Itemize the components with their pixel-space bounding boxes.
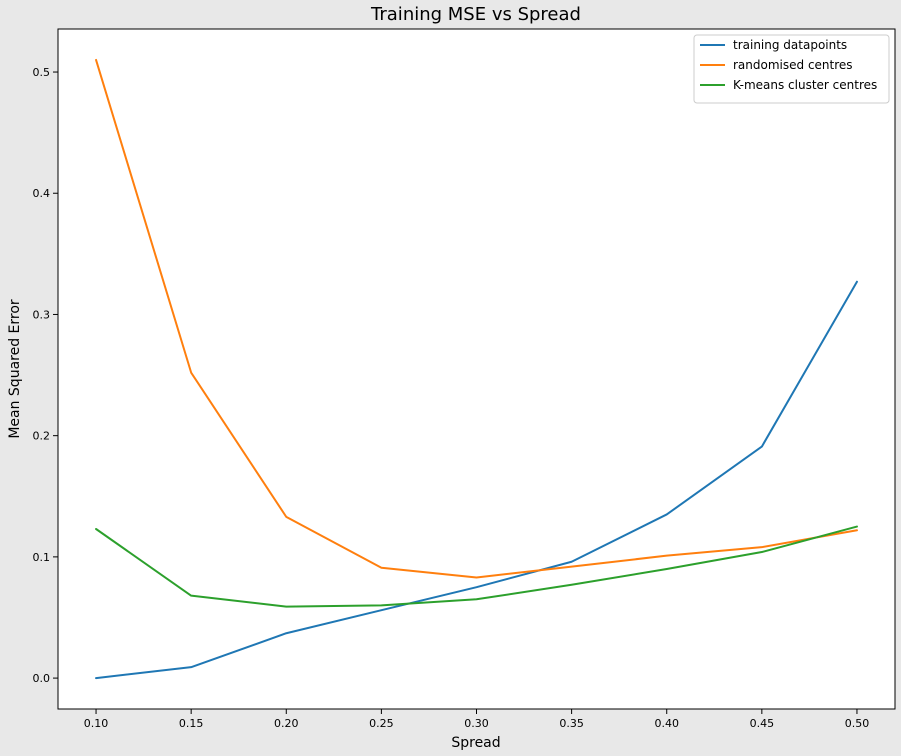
series-line-0 bbox=[95, 280, 858, 680]
series-lines bbox=[95, 58, 858, 680]
plot-area bbox=[58, 29, 895, 709]
x-tick-label: 0.20 bbox=[274, 717, 299, 730]
y-tick-label: 0.2 bbox=[33, 430, 51, 443]
x-tick-label: 0.15 bbox=[179, 717, 204, 730]
x-tick-label: 0.35 bbox=[559, 717, 584, 730]
legend-label-0: training datapoints bbox=[733, 38, 847, 52]
x-tick-label: 0.40 bbox=[654, 717, 679, 730]
x-axis: 0.10 0.15 0.20 0.25 0.30 0.35 0.40 0.45 0.50 bbox=[84, 709, 869, 730]
y-tick-label: 0.1 bbox=[33, 551, 51, 564]
y-tick-label: 0.5 bbox=[33, 66, 51, 79]
y-axis-label: Mean Squared Error bbox=[7, 299, 23, 439]
y-tick-label: 0.0 bbox=[33, 672, 51, 685]
legend-label-1: randomised centres bbox=[733, 58, 853, 72]
legend-label-2: K-means cluster centres bbox=[733, 78, 877, 92]
series-line-1 bbox=[95, 58, 858, 579]
x-tick-label: 0.45 bbox=[750, 717, 775, 730]
x-tick-label: 0.25 bbox=[369, 717, 394, 730]
x-axis-label: Spread bbox=[451, 735, 500, 751]
x-tick-label: 0.10 bbox=[84, 717, 109, 730]
legend: training datapoints randomised centres K-m… bbox=[693, 34, 890, 104]
chart-title: Training MSE vs Spread bbox=[370, 4, 581, 25]
x-tick-label: 0.30 bbox=[464, 717, 489, 730]
y-axis: 0.0 0.1 0.2 0.3 0.4 0.5 bbox=[33, 66, 58, 685]
series-line-2 bbox=[95, 525, 858, 608]
y-tick-label: 0.3 bbox=[33, 308, 51, 321]
x-tick-label: 0.50 bbox=[845, 717, 870, 730]
y-tick-label: 0.4 bbox=[33, 187, 51, 200]
legend-box bbox=[693, 34, 890, 104]
